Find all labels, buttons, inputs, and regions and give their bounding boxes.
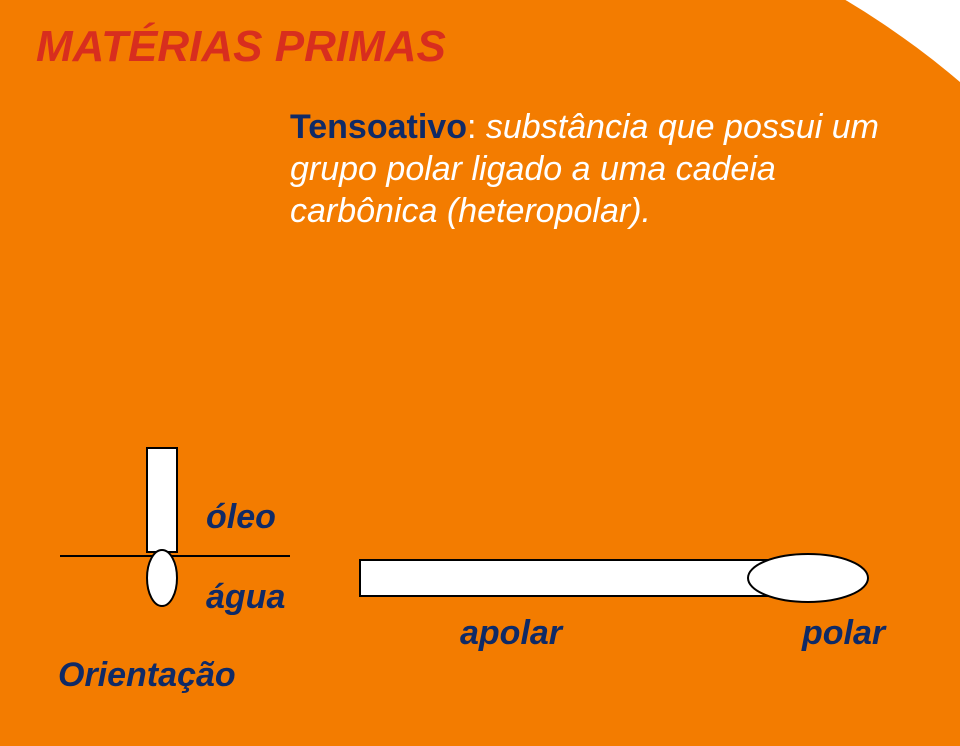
label-oleo: óleo [206,498,276,537]
label-agua: água [206,578,285,617]
label-apolar: apolar [460,614,562,653]
label-polar: polar [802,614,885,653]
vertical-surfactant-tail [147,448,177,552]
horizontal-surfactant-tail [360,560,778,596]
horizontal-surfactant-head [748,554,868,602]
vertical-surfactant-head [147,550,177,606]
label-orientacao: Orientação [58,656,236,695]
slide-stage: MATÉRIAS PRIMAS Tensoativo: substância q… [0,0,960,746]
